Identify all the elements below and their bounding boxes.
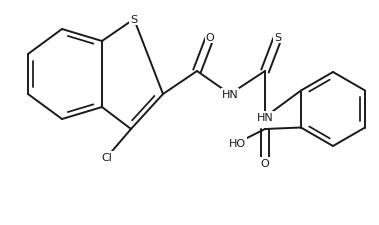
- Text: HO: HO: [229, 138, 246, 148]
- Text: O: O: [261, 158, 269, 168]
- Text: Cl: Cl: [102, 152, 113, 162]
- Text: O: O: [206, 33, 215, 43]
- Text: S: S: [274, 33, 282, 43]
- Text: S: S: [130, 15, 138, 25]
- Text: HN: HN: [257, 112, 273, 122]
- Text: HN: HN: [222, 90, 238, 99]
